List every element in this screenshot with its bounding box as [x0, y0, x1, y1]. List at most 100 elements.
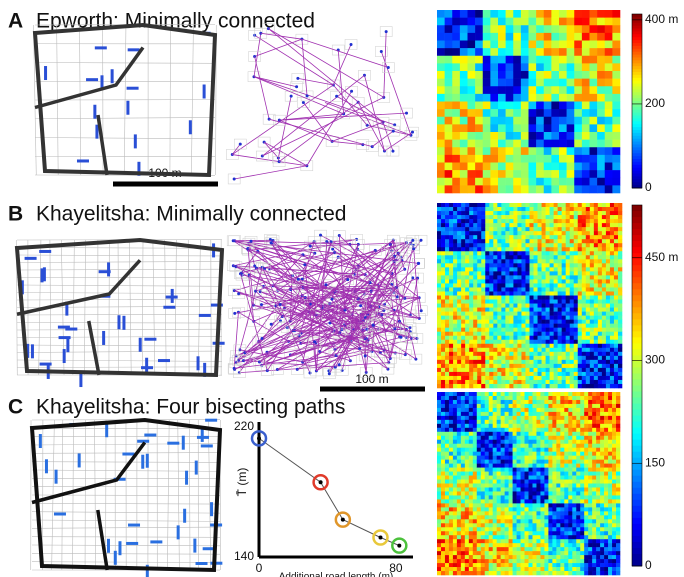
heat-cell — [517, 263, 521, 267]
heat-cell — [469, 555, 473, 559]
heat-cell — [517, 412, 521, 416]
heat-cell — [534, 300, 538, 304]
heat-cell — [550, 308, 554, 312]
heat-cell — [449, 376, 453, 380]
heat-cell — [505, 243, 509, 247]
heat-cell — [461, 476, 465, 480]
heat-cell — [566, 344, 570, 348]
heat-cell — [590, 56, 598, 64]
heat-cell — [453, 223, 457, 227]
heat-cell — [457, 328, 461, 332]
heat-cell — [606, 364, 610, 368]
heat-cell — [566, 360, 570, 364]
heat-cell — [485, 567, 489, 571]
heat-cell — [473, 227, 477, 231]
heat-cell — [536, 436, 540, 440]
heat-cell — [540, 392, 544, 396]
heat-cell — [538, 275, 542, 279]
heat-cell — [477, 344, 481, 348]
heat-cell — [538, 243, 542, 247]
heat-cell — [517, 404, 521, 408]
heat-cell — [606, 304, 610, 308]
heat-cell — [540, 428, 544, 432]
heat-cell — [465, 235, 469, 239]
heat-cell — [485, 519, 489, 523]
heat-cell — [567, 132, 575, 140]
heat-cell — [490, 94, 498, 102]
heat-cell — [461, 400, 465, 404]
heat-cell — [497, 468, 501, 472]
heat-cell — [513, 163, 521, 171]
heat-cell — [542, 340, 546, 344]
heat-cell — [521, 352, 525, 356]
heat-cell — [449, 515, 453, 519]
heat-cell — [551, 163, 559, 171]
heat-cell — [485, 312, 489, 316]
heat-cell — [530, 300, 534, 304]
heat-cell — [536, 456, 540, 460]
heat-cell — [501, 476, 505, 480]
heat-cell — [437, 18, 445, 26]
heat-cell — [461, 527, 465, 531]
heat-cell — [536, 420, 540, 424]
heat-cell — [574, 147, 582, 155]
heat-cell — [538, 308, 542, 312]
heat-cell — [521, 571, 525, 575]
heat-cell — [536, 531, 540, 535]
heat-cell — [544, 480, 548, 484]
heat-cell — [473, 324, 477, 328]
heat-cell — [582, 324, 586, 328]
heat-cell — [505, 456, 509, 460]
heat-cell — [461, 567, 465, 571]
heat-cell — [437, 531, 441, 535]
heat-cell — [473, 239, 477, 243]
heat-cell — [517, 316, 521, 320]
heat-cell — [594, 360, 598, 364]
heat-cell — [540, 519, 544, 523]
heat-cell — [612, 132, 620, 140]
heat-cell — [562, 207, 566, 211]
heat-cell — [481, 207, 485, 211]
heat-cell — [566, 251, 570, 255]
heat-cell — [521, 316, 525, 320]
heat-cell — [465, 499, 469, 503]
heat-cell — [497, 487, 501, 491]
heat-cell — [485, 259, 489, 263]
heat-cell — [529, 535, 533, 539]
heat-cell — [554, 283, 558, 287]
heat-cell — [566, 235, 570, 239]
heat-cell — [441, 523, 445, 527]
heat-cell — [493, 515, 497, 519]
heat-cell — [546, 360, 550, 364]
heat-cell — [509, 207, 513, 211]
heat-cell — [501, 511, 505, 515]
heat-cell — [497, 531, 501, 535]
heat-cell — [477, 480, 481, 484]
heat-cell — [473, 372, 477, 376]
heat-cell — [605, 132, 613, 140]
heat-cell — [521, 48, 529, 56]
heat-cell — [602, 243, 606, 247]
heat-cell — [481, 328, 485, 332]
heat-cell — [485, 380, 489, 384]
heat-cell — [453, 251, 457, 255]
heat-cell — [453, 380, 457, 384]
heat-cell — [445, 527, 449, 531]
heat-cell — [530, 316, 534, 320]
heat-cell — [460, 71, 468, 79]
heat-cell — [513, 376, 517, 380]
heat-cell — [574, 33, 582, 41]
heat-cell — [489, 448, 493, 452]
heat-cell — [449, 259, 453, 263]
heat-cell — [594, 308, 598, 312]
street — [17, 269, 222, 270]
heat-cell — [481, 251, 485, 255]
heat-cell — [544, 531, 548, 535]
heat-cell — [489, 271, 493, 275]
heat-cell — [550, 207, 554, 211]
heat-cell — [477, 571, 481, 575]
heat-cell — [598, 376, 602, 380]
heat-cell — [566, 368, 570, 372]
heat-cell — [469, 287, 473, 291]
node — [270, 323, 273, 326]
